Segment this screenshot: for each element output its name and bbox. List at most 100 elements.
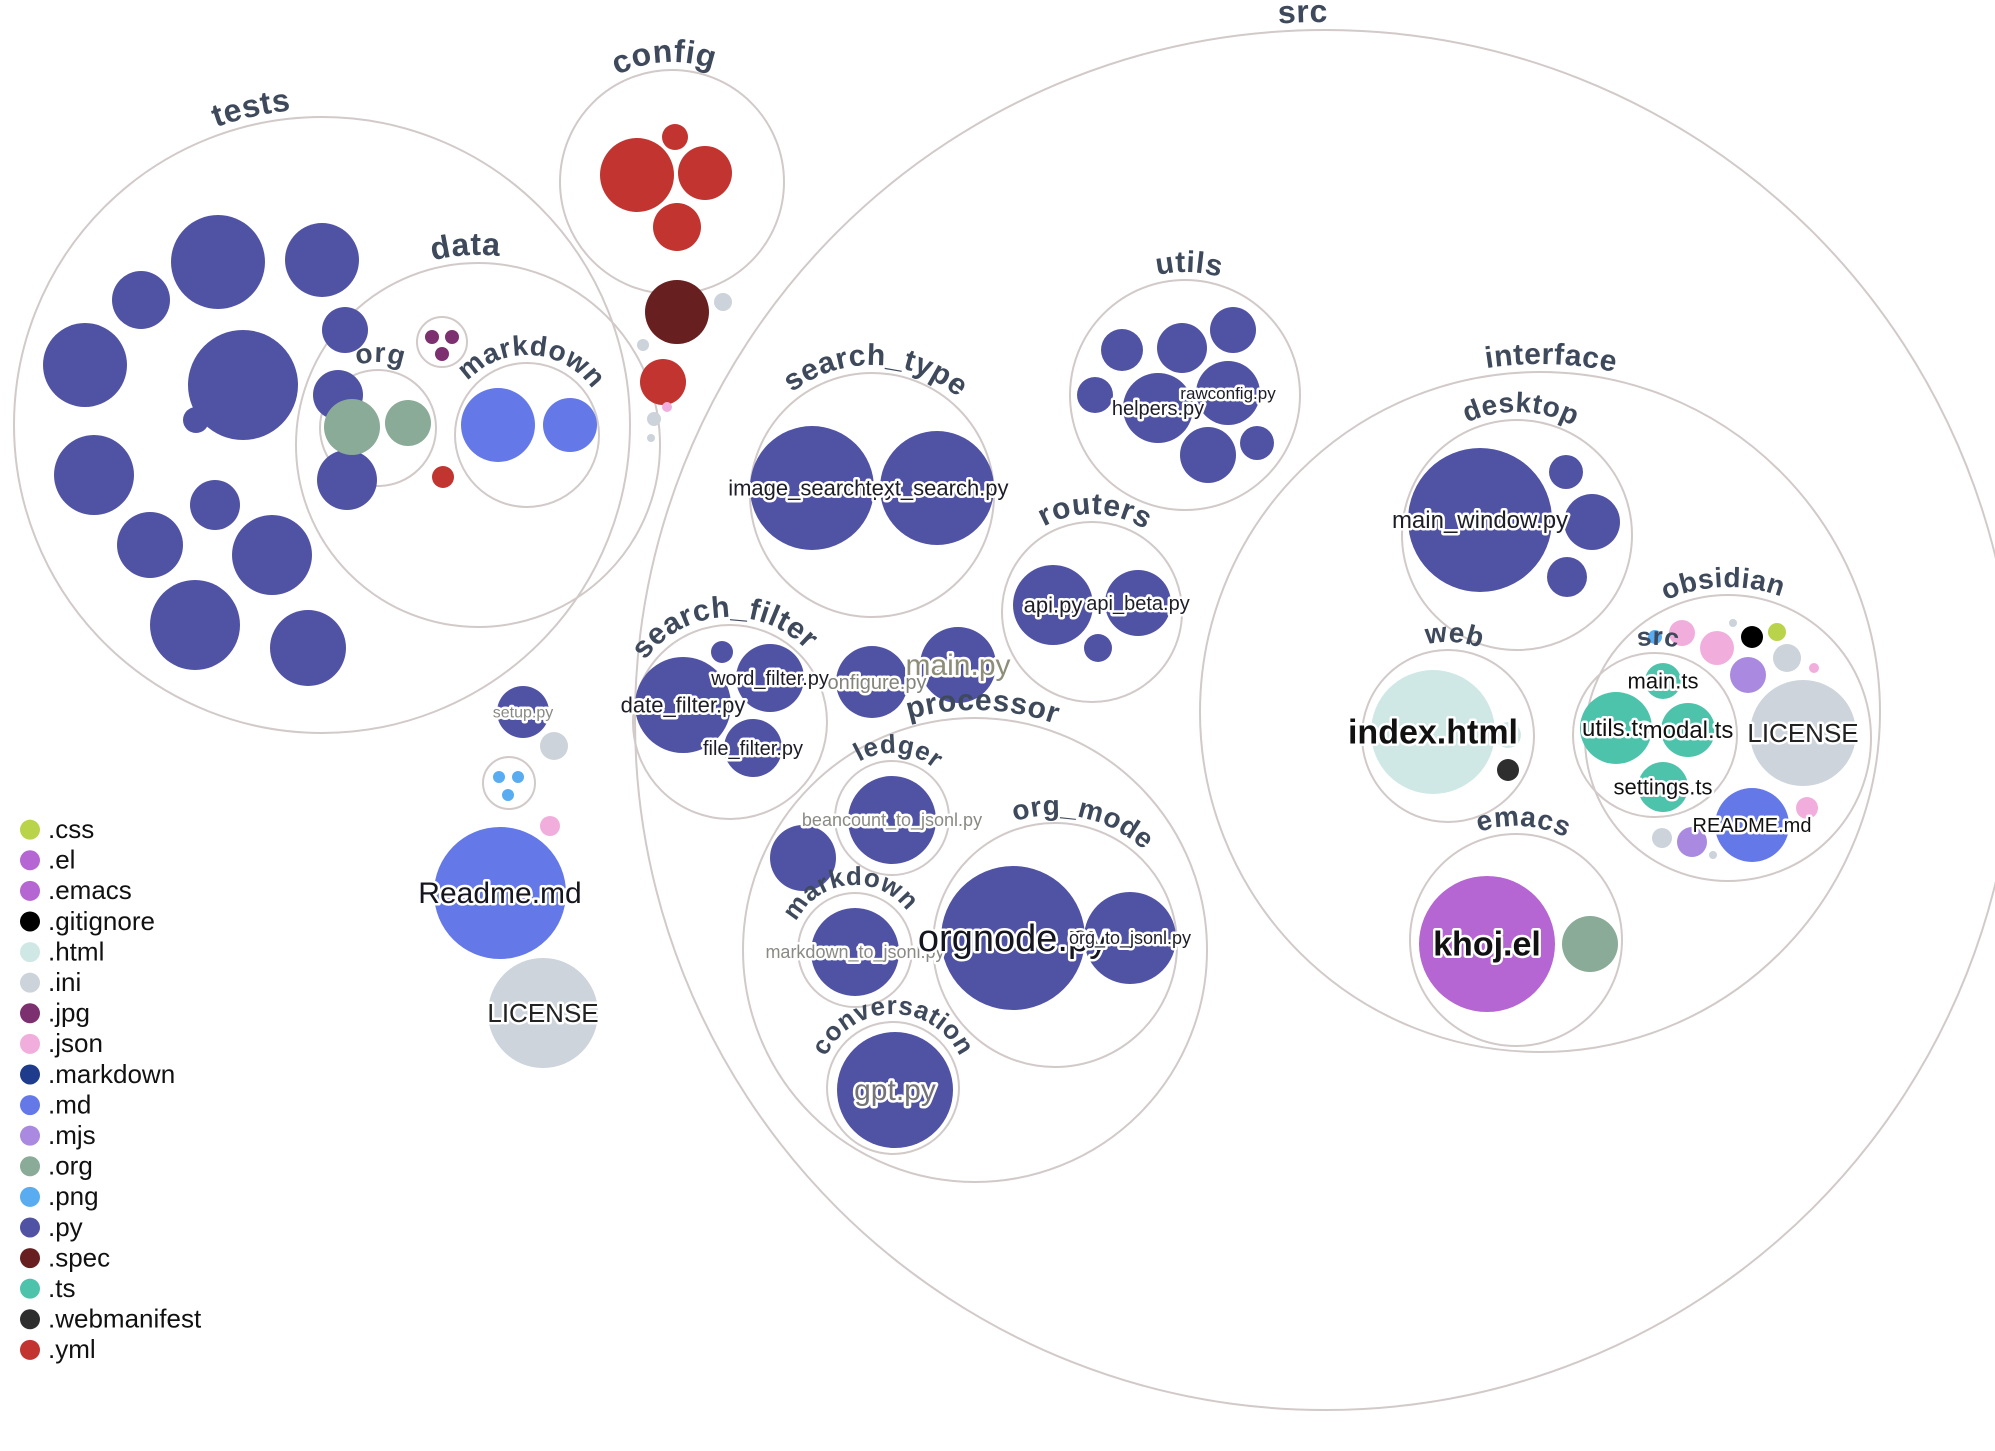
files-layer bbox=[43, 124, 1856, 1148]
legend-dot-el bbox=[20, 850, 40, 871]
file-circle-LICENSE bbox=[1750, 680, 1856, 786]
directory-label-data: data bbox=[427, 226, 502, 267]
file-circle-jpg bbox=[435, 347, 449, 361]
directory-circle-utils bbox=[1069, 279, 1301, 511]
file-circle-json bbox=[540, 816, 560, 836]
file-label-utils.ts: utils.ts bbox=[1582, 715, 1650, 742]
legend-dot-yml bbox=[20, 1339, 40, 1360]
file-circle-khoj.el bbox=[1419, 876, 1555, 1012]
legend-label-el: .el bbox=[48, 845, 75, 875]
file-circle-ini bbox=[540, 732, 568, 760]
file-circle-ini bbox=[1652, 828, 1672, 848]
directory-circle-tests bbox=[13, 116, 631, 734]
file-circle-py bbox=[1157, 323, 1207, 373]
file-circle-json bbox=[1669, 620, 1695, 646]
legend-dot-markdown bbox=[20, 1064, 40, 1085]
file-circle-mjs bbox=[1677, 827, 1707, 857]
file-circle-py bbox=[270, 610, 346, 686]
file-circle-json bbox=[662, 402, 672, 412]
directory-label-obsidian-src: src bbox=[1635, 621, 1682, 654]
legend-dot-md bbox=[20, 1095, 40, 1116]
file-circle-yml bbox=[432, 466, 454, 488]
legend-item-ini: .ini bbox=[20, 967, 81, 997]
file-circle-main.ts bbox=[1645, 663, 1681, 699]
file-label-api_beta.py: api_beta.py bbox=[1086, 593, 1189, 615]
file-circle-webmanifest bbox=[1497, 759, 1519, 781]
file-label-modal.ts: modal.ts bbox=[1643, 717, 1734, 744]
legend-dot-ini bbox=[20, 972, 40, 993]
file-circle-main_window.py bbox=[1408, 448, 1552, 592]
file-circle-date_filter.py bbox=[635, 657, 731, 753]
directory-circle-routers bbox=[1001, 521, 1183, 703]
file-circle-json bbox=[1796, 797, 1818, 819]
legend-dot-py bbox=[20, 1217, 40, 1238]
file-label-beancount_to_jsonl.py: beancount_to_jsonl.py bbox=[802, 810, 982, 831]
file-circle-api.py bbox=[1013, 565, 1093, 645]
legend-dot-gitignore bbox=[20, 911, 40, 932]
file-circle-py bbox=[1240, 426, 1274, 460]
file-circle-image_search.py bbox=[750, 426, 874, 550]
directory-circle-obsidian-src bbox=[1572, 652, 1738, 818]
legend-label-py: .py bbox=[48, 1212, 83, 1242]
file-circle-png bbox=[512, 771, 524, 783]
file-circle-setup.py bbox=[497, 686, 549, 738]
file-label-date_filter.py: date_filter.py bbox=[621, 692, 746, 717]
file-circle-py bbox=[322, 307, 368, 353]
file-circle-rawconfig.py bbox=[1196, 361, 1260, 425]
file-circle-yml bbox=[653, 203, 701, 251]
legend-label-spec: .spec bbox=[48, 1242, 110, 1272]
file-circle-yml bbox=[640, 359, 686, 405]
directory-circle-web bbox=[1361, 649, 1535, 823]
legend-dot-ts bbox=[20, 1278, 40, 1299]
file-label-LICENSE: LICENSE bbox=[1747, 718, 1858, 748]
file-label-Readme.md: Readme.md bbox=[418, 877, 581, 910]
legend-label-webmanifest: .webmanifest bbox=[48, 1304, 202, 1334]
file-circle-ini bbox=[1773, 644, 1801, 672]
file-circle-py bbox=[150, 580, 240, 670]
file-circle-py bbox=[1564, 494, 1620, 550]
directory-circle-org-mode bbox=[932, 822, 1178, 1068]
legend-label-png: .png bbox=[48, 1181, 99, 1211]
file-circle-markdown_to_jsonl.py bbox=[811, 908, 899, 996]
file-circle-yml bbox=[662, 124, 688, 150]
file-circle-py bbox=[1210, 307, 1256, 353]
file-circle-main.py bbox=[920, 627, 996, 703]
legend-item-html: .html bbox=[20, 936, 104, 966]
file-circle-ini bbox=[647, 412, 661, 426]
file-circle-py bbox=[112, 271, 170, 329]
file-label-api.py: api.py bbox=[1024, 592, 1083, 617]
file-circle-settings.ts bbox=[1638, 762, 1688, 812]
legend-item-py: .py bbox=[20, 1212, 83, 1242]
directory-circle-desktop bbox=[1401, 419, 1633, 651]
file-circle-py bbox=[190, 480, 240, 530]
legend-label-ts: .ts bbox=[48, 1273, 75, 1303]
directory-circle-markdown-proc bbox=[797, 892, 913, 1008]
legend-item-ts: .ts bbox=[20, 1273, 75, 1303]
file-circle-json bbox=[1700, 631, 1734, 665]
legend-item-yml: .yml bbox=[20, 1334, 96, 1364]
legend-item-emacs: .emacs bbox=[20, 875, 132, 905]
legend-label-org: .org bbox=[48, 1151, 93, 1181]
legend-item-gitignore: .gitignore bbox=[20, 906, 155, 936]
legend-label-css: .css bbox=[48, 814, 94, 844]
file-circle-py bbox=[317, 450, 377, 510]
file-circle-py bbox=[54, 435, 134, 515]
file-circle-ini bbox=[647, 434, 655, 442]
legend-item-el: .el bbox=[20, 845, 75, 875]
legend-label-html: .html bbox=[48, 936, 104, 966]
file-circle-yml bbox=[678, 146, 732, 200]
file-circle-org bbox=[1562, 916, 1618, 972]
file-circle-ini bbox=[637, 339, 649, 351]
file-circle-html bbox=[1495, 722, 1521, 748]
legend-item-md: .md bbox=[20, 1089, 91, 1119]
file-circle-py bbox=[1180, 427, 1236, 483]
file-label-file_filter.py: file_filter.py bbox=[703, 738, 803, 760]
file-label-khoj.el: khoj.el bbox=[1433, 926, 1541, 964]
directory-circle-data bbox=[295, 262, 661, 628]
file-circle-ini bbox=[714, 293, 732, 311]
directory-circle-interface bbox=[1199, 371, 1881, 1053]
file-circle-py bbox=[232, 515, 312, 595]
file-circle-ini bbox=[1729, 619, 1737, 627]
file-label-gpt.py: gpt.py bbox=[854, 1074, 936, 1107]
